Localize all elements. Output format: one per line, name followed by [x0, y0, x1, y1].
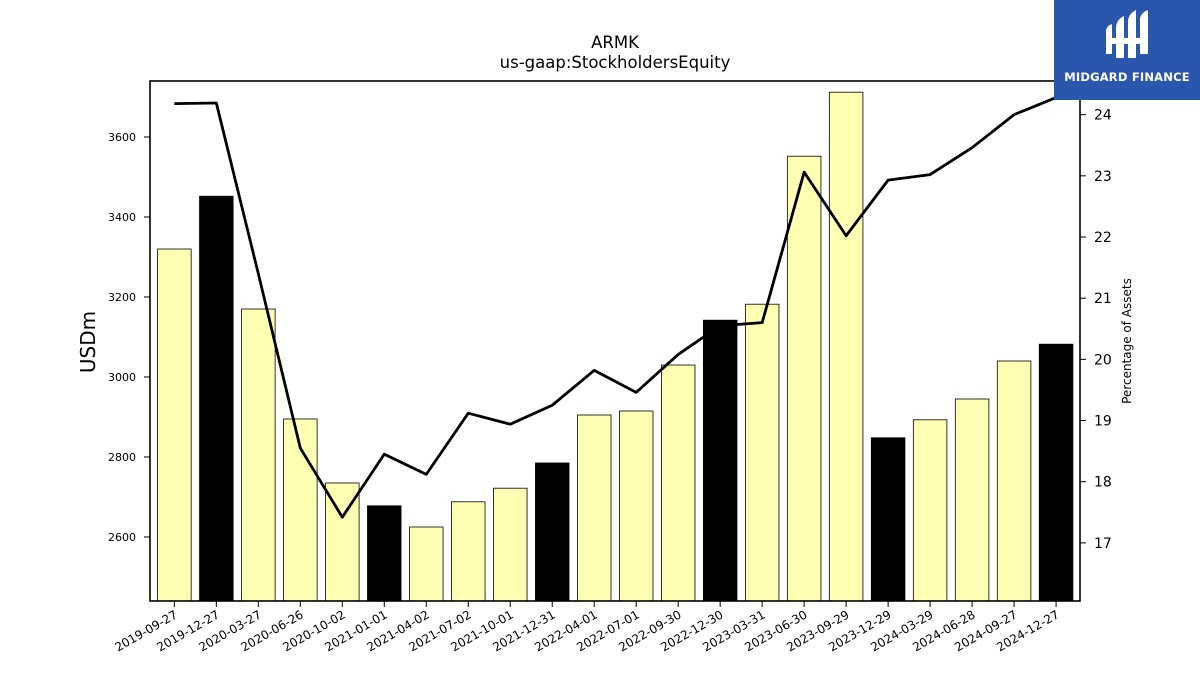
y-tick-label-3200: 3200	[108, 291, 136, 304]
y-tick-label-2800: 2800	[108, 451, 136, 464]
y-tick-label-3600: 3600	[108, 131, 136, 144]
y2-tick-label-20: 20	[1094, 352, 1112, 368]
chart-title: ARMK	[591, 33, 640, 52]
y-tick-label-2600: 2600	[108, 531, 136, 544]
bar-2021-12-31	[535, 462, 570, 602]
y2-tick-label-18: 18	[1094, 475, 1112, 491]
bar-2024-09-27	[996, 360, 1032, 602]
y2-tick-label-22: 22	[1094, 230, 1112, 246]
bar-2024-06-28	[954, 398, 990, 602]
bar-2021-04-02	[409, 526, 444, 602]
y2-axis-label: Percentage of Assets	[1120, 278, 1134, 404]
bar-2019-12-27	[199, 195, 234, 602]
bar-2022-09-30	[661, 364, 696, 602]
y2-tick-label-17: 17	[1094, 536, 1112, 552]
brand-name: MIDGARD FINANCE	[1064, 70, 1190, 84]
bar-2021-07-02	[451, 501, 486, 602]
bar-2022-12-30	[702, 319, 738, 602]
y2-tick-label-24: 24	[1094, 108, 1112, 124]
bar-2022-04-01	[577, 414, 612, 602]
y2-axis: 17 18 19 20 21 22 23 24	[1080, 108, 1112, 552]
y-tick-label-3000: 3000	[108, 371, 136, 384]
series-line	[174, 96, 1057, 519]
y2-tick-label-21: 21	[1094, 291, 1112, 307]
x-axis: 2019-09-272019-12-272020-03-272020-06-26…	[112, 601, 1062, 654]
y-tick-label-3400: 3400	[108, 211, 136, 224]
y-axis-label: USDm	[76, 311, 100, 373]
brand-logo: MIDGARD FINANCE	[1054, 0, 1200, 100]
y2-tick-label-23: 23	[1094, 169, 1112, 185]
bar-2020-03-27	[241, 308, 276, 602]
y-axis: 2600 2800 3000 3200 3400 3600	[108, 131, 150, 544]
bar-2021-01-01	[367, 505, 402, 602]
bar-2023-03-31	[744, 303, 780, 602]
midgard-logo-icon	[1106, 10, 1148, 58]
bars-group	[157, 91, 1074, 602]
bar-2024-03-29	[912, 419, 948, 602]
bar-2023-06-30	[786, 155, 822, 602]
bar-2023-09-29	[828, 91, 864, 602]
bar-2024-12-27	[1038, 343, 1074, 602]
plot-frame	[149, 80, 1081, 602]
bar-2019-09-27	[157, 248, 192, 602]
y2-tick-label-19: 19	[1094, 414, 1112, 430]
chart-subtitle: us-gaap:StockholdersEquity	[500, 53, 731, 72]
bar-2022-07-01	[619, 410, 654, 602]
line-group	[174, 96, 1057, 519]
bar-2023-12-29	[870, 437, 906, 602]
bar-2021-10-01	[493, 487, 528, 602]
